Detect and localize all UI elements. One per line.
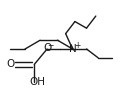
Text: OH: OH <box>29 78 45 88</box>
Text: −: − <box>48 41 54 50</box>
Text: O: O <box>7 59 15 69</box>
Text: +: + <box>74 41 80 50</box>
Text: O: O <box>43 43 51 53</box>
Text: N: N <box>69 44 76 54</box>
